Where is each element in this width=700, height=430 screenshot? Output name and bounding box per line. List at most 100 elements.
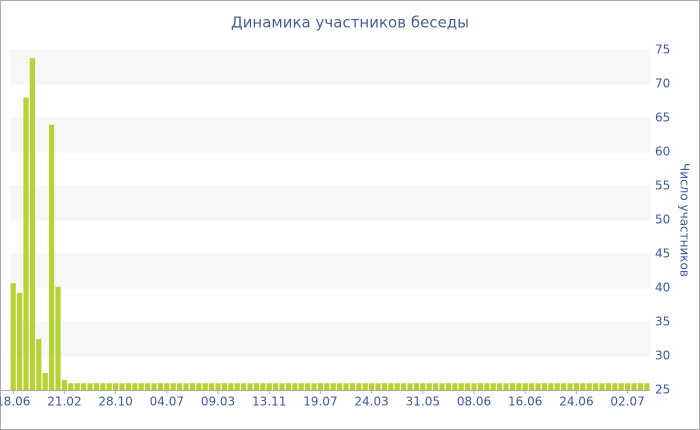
bar: [503, 383, 509, 390]
bar: [535, 383, 541, 390]
x-tick-label: 24.03: [354, 395, 388, 409]
y-tick-label: 50: [655, 213, 670, 227]
bar: [29, 58, 36, 390]
bar: [439, 383, 445, 390]
bar: [48, 124, 55, 391]
bar: [196, 383, 202, 390]
bar: [10, 283, 16, 390]
bar: [170, 383, 176, 390]
grid-band: [10, 118, 650, 152]
bar: [349, 383, 356, 390]
bar: [80, 383, 87, 390]
bar: [599, 383, 605, 390]
bar: [516, 383, 522, 390]
bar: [324, 383, 330, 390]
bar: [400, 383, 407, 390]
bar: [138, 383, 144, 390]
bar: [132, 383, 138, 390]
x-tick-label: 16.06: [508, 395, 542, 409]
x-tick-label: 19.07: [303, 395, 337, 409]
bar: [426, 383, 432, 390]
y-tick-label: 25: [655, 383, 670, 397]
bar: [292, 383, 298, 390]
y-tick-label: 35: [655, 315, 670, 329]
bar: [183, 383, 189, 390]
bar: [304, 383, 311, 390]
bar: [554, 383, 560, 390]
bar: [592, 383, 599, 390]
bar: [368, 383, 375, 390]
x-tick-label: 31.05: [406, 395, 440, 409]
bar: [253, 383, 260, 390]
y-tick-label: 75: [655, 43, 670, 57]
bar: [624, 383, 631, 390]
bar: [260, 383, 266, 390]
bar: [55, 286, 61, 390]
bar: [605, 383, 612, 390]
bar: [106, 383, 112, 390]
bar: [388, 383, 394, 390]
bar: [16, 292, 23, 390]
bar: [68, 383, 74, 390]
bar: [528, 383, 535, 390]
bar: [413, 383, 420, 390]
bar: [272, 383, 279, 390]
x-tick-label: 09.03: [201, 395, 235, 409]
x-tick-label: 02.07: [610, 395, 644, 409]
bar: [112, 383, 119, 390]
y-tick-label: 65: [655, 111, 670, 125]
bar: [452, 383, 458, 390]
grid-band: [10, 186, 650, 220]
bar: [317, 383, 324, 390]
bar: [573, 383, 580, 390]
bar: [612, 383, 618, 390]
x-tick-label: 13.11: [252, 395, 286, 409]
bar: [407, 383, 413, 390]
bar: [548, 383, 554, 390]
bar: [74, 383, 80, 390]
bar: [490, 383, 496, 390]
y-tick-label: 40: [655, 281, 670, 295]
bar: [458, 383, 464, 390]
bar: [618, 383, 624, 390]
bar: [381, 383, 388, 390]
y-axis-label: Число участников: [678, 163, 692, 277]
y-tick-label: 70: [655, 77, 670, 91]
bar: [560, 383, 567, 390]
bar: [61, 379, 68, 390]
bar: [36, 339, 42, 390]
bar: [464, 383, 471, 390]
bar: [189, 383, 196, 390]
bar: [119, 383, 125, 390]
bar: [151, 383, 157, 390]
bar: [420, 383, 426, 390]
bar: [228, 383, 234, 390]
y-tick-label: 55: [655, 179, 670, 193]
bar: [567, 383, 573, 390]
bar: [637, 383, 644, 390]
bar: [445, 383, 452, 390]
bar: [362, 383, 368, 390]
bar: [23, 97, 29, 390]
bar: [298, 383, 304, 390]
bar: [509, 383, 516, 390]
bar: [279, 383, 285, 390]
bar: [208, 383, 215, 390]
bar: [477, 383, 484, 390]
bar: [42, 373, 48, 390]
bar: [484, 383, 490, 390]
bar: [285, 383, 292, 390]
bar: [375, 383, 381, 390]
bar: [157, 383, 164, 390]
x-tick-label: 18.06: [0, 395, 30, 409]
bar: [144, 383, 151, 390]
bar: [247, 383, 253, 390]
bar: [644, 383, 650, 390]
bar: [240, 383, 247, 390]
bar: [87, 383, 93, 390]
bar: [125, 383, 132, 390]
bar: [266, 383, 272, 390]
bar: [164, 383, 170, 390]
bar: [522, 383, 528, 390]
